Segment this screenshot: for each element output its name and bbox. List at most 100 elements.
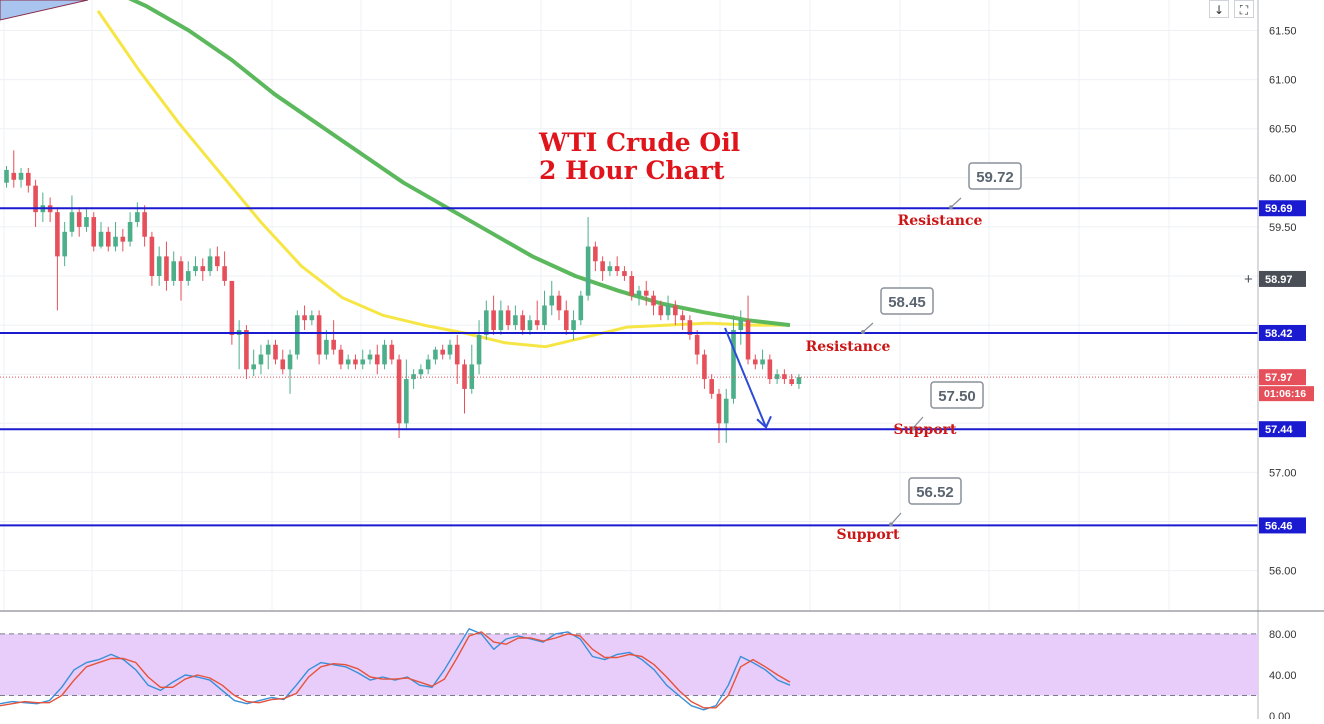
oscillator-tick-label: 40.00	[1269, 670, 1297, 682]
candle	[84, 207, 89, 232]
candle	[694, 330, 700, 365]
candle	[244, 325, 249, 380]
crosshair-icon: +	[1244, 271, 1253, 288]
candle-body	[665, 305, 671, 316]
candle	[651, 290, 656, 316]
candle-body	[164, 256, 169, 281]
candle-body	[156, 256, 162, 276]
candle	[396, 354, 402, 439]
candle	[636, 285, 642, 306]
candle-body	[345, 359, 351, 365]
fullscreen-icon[interactable]: ⛶	[1234, 0, 1254, 18]
candle-body	[69, 212, 75, 232]
down-arrow-head	[756, 415, 772, 429]
candle	[62, 221, 67, 267]
candle	[98, 221, 104, 249]
oscillator-band	[0, 633, 1258, 696]
grid	[0, 0, 1258, 610]
candle-body	[98, 231, 104, 247]
candle	[331, 320, 336, 355]
candle	[55, 207, 60, 311]
level-price-tag: 59.69	[1259, 200, 1306, 217]
candle-body	[200, 266, 206, 272]
candle-body	[338, 349, 344, 365]
candle	[534, 300, 540, 331]
price-tick-label: 57.00	[1269, 467, 1297, 479]
candle	[149, 231, 155, 286]
candle-body	[178, 261, 184, 281]
candle	[454, 334, 460, 385]
candle-body	[723, 398, 729, 424]
candle	[476, 320, 482, 375]
candle	[229, 280, 235, 345]
candle	[353, 354, 358, 370]
candle	[135, 202, 140, 227]
candle	[673, 300, 678, 326]
price-tick-label: 60.50	[1269, 124, 1297, 136]
candle-body	[55, 212, 60, 257]
candle	[120, 228, 126, 252]
candle-body	[709, 379, 714, 394]
down-arrow-icon[interactable]: ↓	[1209, 0, 1229, 18]
candle-body	[629, 276, 635, 296]
candle-body	[782, 374, 787, 380]
candle-body	[396, 359, 402, 424]
pattern-shape	[0, 0, 89, 21]
candle-body	[593, 246, 598, 262]
candle	[382, 339, 387, 370]
candle	[367, 349, 373, 365]
price-tick-label: 61.00	[1269, 75, 1297, 87]
candle	[324, 330, 329, 360]
callout-anchor	[949, 205, 953, 210]
price-tag-text: 56.46	[1265, 520, 1293, 532]
price-tag-text: 57.97	[1265, 372, 1293, 384]
callout-pointer	[950, 197, 962, 208]
candle	[185, 261, 191, 286]
candle	[171, 251, 177, 286]
countdown-text: 01:06:16	[1264, 388, 1306, 400]
candle-body	[563, 310, 569, 331]
candle-body	[673, 305, 678, 316]
candle	[345, 354, 351, 370]
candle	[4, 166, 9, 188]
candle	[469, 344, 475, 394]
candle	[614, 256, 620, 276]
candle-body	[534, 320, 540, 326]
candle-body	[600, 261, 605, 272]
candle	[316, 310, 322, 365]
candle-body	[513, 315, 518, 326]
candle	[374, 344, 380, 375]
candle-body	[753, 359, 758, 365]
callout-value: 57.50	[938, 388, 976, 405]
candle-body	[738, 320, 744, 331]
candle	[295, 310, 300, 360]
callout-value: 58.45	[888, 294, 926, 311]
candle-body	[120, 236, 126, 242]
price-tag-bg	[1259, 200, 1306, 217]
resistance-label: Resistance	[898, 213, 983, 229]
candle-body	[135, 212, 140, 222]
support-label: Support	[893, 422, 957, 438]
candle-body	[716, 393, 722, 424]
candle	[520, 310, 525, 335]
candle-body	[76, 212, 82, 227]
candle-body	[26, 172, 31, 186]
candle	[665, 295, 671, 321]
candle-body	[404, 379, 409, 424]
candle	[571, 310, 576, 340]
candle-body	[643, 290, 649, 296]
candle-body	[185, 271, 191, 281]
candle	[658, 300, 664, 321]
candle	[527, 315, 533, 335]
candle-body	[374, 354, 380, 365]
countdown-tag: 01:06:16	[1259, 386, 1314, 402]
candle-body	[251, 364, 256, 370]
candle-body	[4, 169, 9, 183]
candle-body	[18, 172, 24, 180]
candle	[607, 261, 613, 276]
candle-body	[215, 256, 220, 267]
candle	[258, 344, 264, 375]
callout-anchor	[911, 426, 915, 431]
